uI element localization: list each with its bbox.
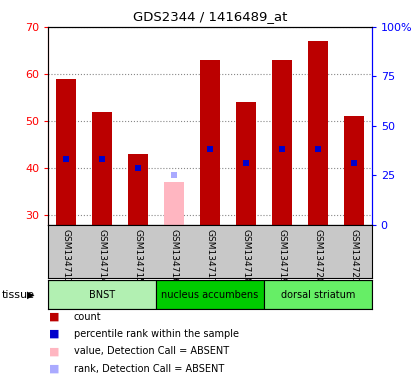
Text: tissue: tissue <box>2 290 35 300</box>
Text: dorsal striatum: dorsal striatum <box>281 290 355 300</box>
Text: ▶: ▶ <box>27 290 35 300</box>
Title: GDS2344 / 1416489_at: GDS2344 / 1416489_at <box>133 10 287 23</box>
Bar <box>92 112 112 225</box>
Text: nucleus accumbens: nucleus accumbens <box>161 290 259 300</box>
Bar <box>236 102 256 225</box>
Text: GSM134720: GSM134720 <box>313 229 322 284</box>
Text: GSM134714: GSM134714 <box>98 229 107 284</box>
Bar <box>272 60 292 225</box>
Text: GSM134719: GSM134719 <box>277 229 286 284</box>
Bar <box>156 280 264 309</box>
Bar <box>308 41 328 225</box>
Bar <box>264 280 372 309</box>
Text: count: count <box>74 312 101 322</box>
Bar <box>48 280 156 309</box>
Text: GSM134718: GSM134718 <box>241 229 250 284</box>
Bar <box>128 154 148 225</box>
Text: ■: ■ <box>50 312 60 322</box>
Bar <box>344 116 364 225</box>
Text: BNST: BNST <box>89 290 115 300</box>
Bar <box>200 60 220 225</box>
Text: GSM134721: GSM134721 <box>349 229 358 284</box>
Bar <box>164 182 184 225</box>
Text: ■: ■ <box>50 364 60 374</box>
Text: percentile rank within the sample: percentile rank within the sample <box>74 329 239 339</box>
Text: GSM134715: GSM134715 <box>134 229 143 284</box>
Text: ■: ■ <box>50 329 60 339</box>
Text: rank, Detection Call = ABSENT: rank, Detection Call = ABSENT <box>74 364 224 374</box>
Bar <box>56 79 76 225</box>
Text: ■: ■ <box>50 346 60 356</box>
Text: GSM134713: GSM134713 <box>62 229 71 284</box>
Text: value, Detection Call = ABSENT: value, Detection Call = ABSENT <box>74 346 228 356</box>
Text: GSM134717: GSM134717 <box>205 229 215 284</box>
Text: GSM134716: GSM134716 <box>170 229 178 284</box>
